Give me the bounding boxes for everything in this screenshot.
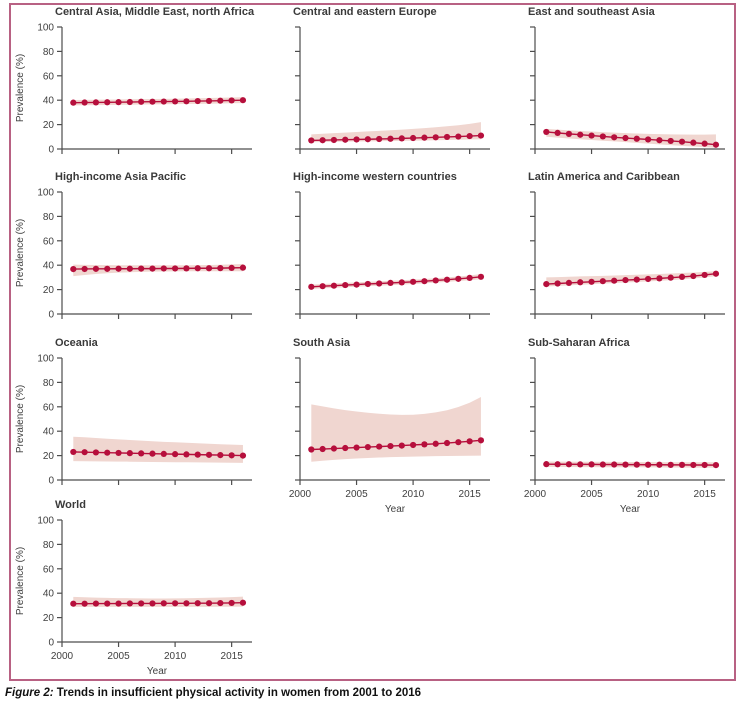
svg-text:0: 0 — [48, 145, 54, 156]
svg-text:2000: 2000 — [524, 489, 547, 500]
line-chart-east-and-southeast-asia — [530, 26, 725, 154]
panel-title: Central and eastern Europe — [293, 6, 437, 18]
line-chart-oceania: 0 20 40 60 80 100 Prevalence (%) — [15, 354, 252, 487]
svg-text:60: 60 — [43, 564, 55, 575]
caption-text: Trends in insufficient physical activity… — [53, 687, 422, 699]
svg-text:Prevalence (%): Prevalence (%) — [15, 385, 26, 453]
svg-text:100: 100 — [37, 188, 54, 199]
svg-text:2005: 2005 — [345, 489, 368, 500]
line-chart-south-asia: 2000 2005 2010 2015 Year — [289, 357, 490, 515]
svg-text:80: 80 — [43, 47, 55, 58]
svg-text:100: 100 — [37, 516, 54, 527]
line-chart-central-asia-middle-east-north-africa: 0 20 40 60 80 100 Prevalence (%) — [15, 23, 252, 156]
svg-text:2015: 2015 — [694, 489, 717, 500]
svg-text:Year: Year — [385, 504, 406, 515]
caption-figure-number: Figure 2: — [5, 687, 54, 699]
svg-text:40: 40 — [43, 261, 55, 272]
chart-panel-oceania: Oceania 0 20 40 60 80 100 Prevalence (%) — [10, 336, 256, 520]
svg-text:Year: Year — [147, 666, 168, 677]
line-chart-high-income-asia-pacific: 0 20 40 60 80 100 Prevalence (%) — [15, 188, 252, 321]
svg-text:0: 0 — [48, 638, 54, 649]
svg-text:0: 0 — [48, 476, 54, 487]
line-chart-latin-america-and-caribbean — [530, 191, 725, 319]
svg-text:80: 80 — [43, 540, 55, 551]
panel-title: South Asia — [293, 337, 351, 349]
chart-panel-latin-america-and-caribbean: Latin America and Caribbean — [483, 170, 729, 354]
svg-text:100: 100 — [37, 23, 54, 34]
chart-panel-sub-saharan-africa: Sub-Saharan Africa 2000 2005 2010 2015 Year — [483, 336, 729, 520]
svg-text:Prevalence (%): Prevalence (%) — [15, 54, 26, 122]
svg-text:100: 100 — [37, 354, 54, 365]
panel-title: World — [55, 499, 86, 511]
svg-text:20: 20 — [43, 451, 55, 462]
svg-text:2010: 2010 — [402, 489, 425, 500]
svg-text:20: 20 — [43, 613, 55, 624]
line-chart-central-and-eastern-europe — [295, 26, 490, 154]
figure-caption: Figure 2: Trends in insufficient physica… — [5, 687, 421, 699]
svg-text:20: 20 — [43, 285, 55, 296]
svg-text:2015: 2015 — [221, 651, 244, 662]
svg-text:2005: 2005 — [580, 489, 603, 500]
svg-text:2015: 2015 — [459, 489, 482, 500]
svg-text:0: 0 — [48, 310, 54, 321]
chart-panel-central-asia-middle-east-north-africa: Central Asia, Middle East, north Africa … — [10, 5, 256, 189]
chart-panel-world: World 0 20 40 60 80 100 2000 2005 2010 2015 Preval… — [10, 498, 256, 682]
figure-border — [9, 3, 736, 681]
panel-title: Sub-Saharan Africa — [528, 337, 630, 349]
svg-text:Prevalence (%): Prevalence (%) — [15, 547, 26, 615]
chart-panel-high-income-asia-pacific: High-income Asia Pacific 0 20 40 60 80 100 Pre… — [10, 170, 256, 354]
chart-panel-high-income-western-countries: High-income western countries — [248, 170, 494, 354]
svg-text:60: 60 — [43, 236, 55, 247]
chart-panel-east-and-southeast-asia: East and southeast Asia — [483, 5, 729, 189]
chart-panel-south-asia: South Asia 2000 2005 2010 2015 Year — [248, 336, 494, 520]
svg-text:60: 60 — [43, 402, 55, 413]
svg-text:40: 40 — [43, 589, 55, 600]
panel-title: East and southeast Asia — [528, 6, 655, 18]
svg-text:60: 60 — [43, 71, 55, 82]
line-chart-world: 0 20 40 60 80 100 2000 2005 2010 2015 Prevalence (… — [15, 516, 252, 677]
svg-text:2000: 2000 — [289, 489, 312, 500]
panel-title: Central Asia, Middle East, north Africa — [55, 6, 255, 18]
svg-text:40: 40 — [43, 427, 55, 438]
panel-title: High-income western countries — [293, 171, 457, 183]
panel-title: Oceania — [55, 337, 98, 349]
svg-text:80: 80 — [43, 378, 55, 389]
line-chart-high-income-western-countries — [295, 191, 490, 319]
svg-text:2005: 2005 — [107, 651, 130, 662]
svg-text:40: 40 — [43, 96, 55, 107]
svg-text:2010: 2010 — [164, 651, 187, 662]
svg-text:Year: Year — [620, 504, 641, 515]
panel-title: High-income Asia Pacific — [55, 171, 187, 183]
svg-text:2000: 2000 — [51, 651, 74, 662]
svg-text:Prevalence (%): Prevalence (%) — [15, 219, 26, 287]
svg-text:20: 20 — [43, 120, 55, 131]
line-chart-sub-saharan-africa: 2000 2005 2010 2015 Year — [524, 357, 725, 515]
chart-panel-central-and-eastern-europe: Central and eastern Europe — [248, 5, 494, 189]
panel-title: Latin America and Caribbean — [528, 171, 680, 183]
svg-text:2010: 2010 — [637, 489, 660, 500]
svg-text:80: 80 — [43, 212, 55, 223]
